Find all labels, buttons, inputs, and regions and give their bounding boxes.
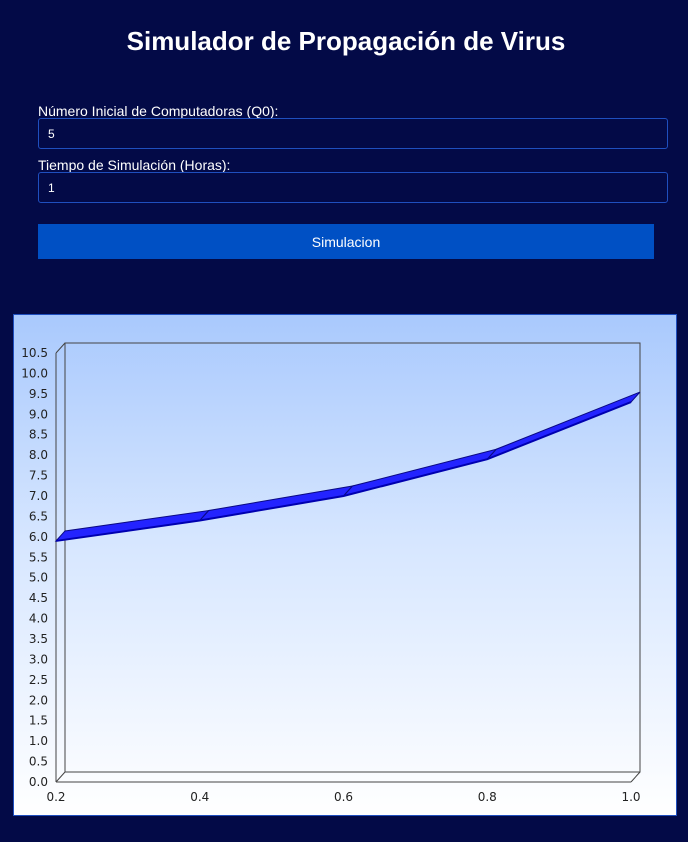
chart-floor-right-edge: [630, 771, 641, 783]
chart-left-top-edge: [55, 342, 66, 354]
y-tick-label: 9.5: [29, 387, 48, 401]
y-tick-label: 0.0: [29, 775, 48, 789]
q0-label: Número Inicial de Computadoras (Q0):: [38, 103, 279, 119]
y-tick-label: 6.0: [29, 530, 48, 544]
page-title: Simulador de Propagación de Virus: [126, 26, 566, 56]
y-tick-label: 8.0: [29, 448, 48, 462]
time-label: Tiempo de Simulación (Horas):: [38, 157, 231, 173]
y-tick-label: 4.5: [29, 591, 48, 605]
y-tick-label: 7.0: [29, 489, 48, 503]
time-input[interactable]: [38, 172, 668, 203]
y-tick-label: 6.5: [29, 509, 48, 523]
series-ribbon-segment: [198, 485, 354, 522]
y-tick-label: 2.5: [29, 673, 48, 687]
y-tick-label: 7.5: [29, 469, 48, 483]
q0-input[interactable]: [38, 118, 668, 149]
y-tick-label: 4.0: [29, 612, 48, 626]
y-tick-label: 1.0: [29, 734, 48, 748]
series-ribbon-segment: [54, 509, 211, 542]
y-tick-label: 2.0: [29, 693, 48, 707]
series-line: [55, 401, 632, 542]
y-tick-label: 10.0: [21, 366, 48, 380]
x-tick-label: 0.6: [334, 790, 353, 804]
x-tick-label: 0.2: [46, 790, 65, 804]
x-tick-label: 1.0: [621, 790, 640, 804]
chart-left-bottom-edge: [55, 771, 66, 783]
chart-back-wall: [64, 342, 641, 773]
y-tick-label: 3.0: [29, 652, 48, 666]
y-tick-label: 1.5: [29, 714, 48, 728]
y-tick-label: 0.5: [29, 755, 48, 769]
series-ribbon-segment: [342, 448, 498, 497]
simulate-button[interactable]: Simulacion: [38, 224, 654, 259]
x-tick-label: 0.8: [478, 790, 497, 804]
y-tick-label: 8.5: [29, 428, 48, 442]
chart-panel: 0.0 0.5 1.0 1.5 2.0 2.5 3.0 3.5 4.0 4.5 5.0 5.5 6.0 6…: [13, 314, 677, 816]
y-tick-label: 5.0: [29, 571, 48, 585]
y-tick-label: 5.5: [29, 550, 48, 564]
y-tick-label: 10.5: [21, 346, 48, 360]
line-chart: 0.0 0.5 1.0 1.5 2.0 2.5 3.0 3.5 4.0 4.5 5.0 5.5 6.0 6…: [21, 342, 641, 804]
x-tick-label: 0.4: [190, 790, 209, 804]
y-tick-label: 9.0: [29, 407, 48, 421]
y-tick-label: 3.5: [29, 632, 48, 646]
